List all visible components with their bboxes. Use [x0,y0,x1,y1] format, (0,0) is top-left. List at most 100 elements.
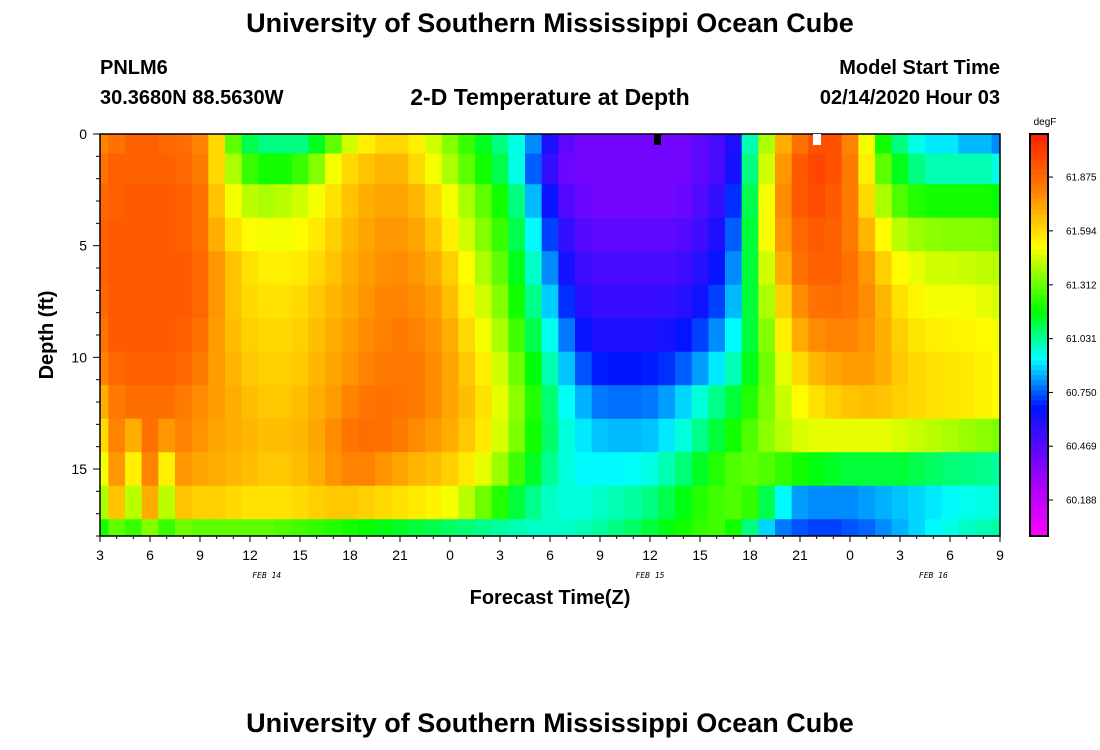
heatmap-cell [875,153,893,185]
heatmap-cell [908,385,926,420]
heatmap-cell [591,134,609,155]
colorbar-cell [1030,495,1048,502]
heatmap-cell [391,153,409,185]
heatmap-cell [191,134,209,155]
heatmap-cell [275,251,293,286]
heatmap-cell [158,418,176,453]
heatmap-cell [525,153,543,185]
heatmap-cell [775,251,793,286]
heatmap-cell [208,418,226,453]
heatmap-cell [958,217,976,252]
colorbar-cell [1030,395,1048,401]
heatmap-cell [925,134,943,155]
x-tick-label: 6 [546,547,554,563]
heatmap-cell [100,351,109,386]
heatmap-cell [308,318,326,353]
heatmap-cell [325,284,343,319]
heatmap-cell [891,184,909,219]
colorbar-cell [1030,189,1048,195]
heatmap-cell [525,485,543,520]
heatmap-cell [100,485,109,520]
heatmap-cell [108,318,126,353]
heatmap-cell [791,385,809,420]
colorbar-cell [1030,530,1048,537]
x-date-label: FEB 16 [919,571,948,580]
heatmap-cell [358,519,376,536]
heatmap-cell [341,153,359,185]
heatmap-cell [658,385,676,420]
heatmap-cell [841,153,859,185]
heatmap-cell [991,318,1000,353]
heatmap-cell [991,452,1000,487]
heatmap-cell [925,284,943,319]
heatmap-cell [475,418,493,453]
heatmap-cell [258,217,276,252]
heatmap-cell [375,418,393,453]
colorbar-cell [1030,204,1048,210]
heatmap-cell [641,184,659,219]
heatmap-cell [358,485,376,520]
heatmap-cell [891,519,909,536]
heatmap-cell [358,351,376,386]
heatmap-cell [175,351,193,386]
heatmap-cell [575,351,593,386]
colorbar-gradient [1030,134,1048,537]
heatmap-cell [225,251,243,286]
heatmap-cell [241,519,259,536]
colorbar-cell [1030,324,1048,331]
heatmap-cell [675,318,693,353]
heatmap-cell [575,153,593,185]
heatmap-cell [341,251,359,286]
heatmap-cell [158,153,176,185]
heatmap-cell [691,153,709,185]
heatmap-cell [175,485,193,520]
heatmap-cell [875,351,893,386]
heatmap-cell [825,284,843,319]
heatmap-cell [591,184,609,219]
heatmap-cell [841,485,859,520]
heatmap-cell [341,418,359,453]
heatmap-cell [375,153,393,185]
colorbar-tick-label: 61.875 [1066,173,1097,184]
heatmap-cell [325,485,343,520]
heatmap-cell [641,318,659,353]
heatmap-cell [508,251,526,286]
heatmap-cell [825,385,843,420]
colorbar-cell [1030,505,1048,512]
model-start-label: Model Start Time [839,57,1000,79]
heatmap-cell [275,134,293,155]
heatmap-cell [275,318,293,353]
heatmap-cell [100,385,109,420]
colorbar-tick-label: 60.469 [1066,442,1097,453]
colorbar-cell [1030,264,1048,271]
heatmap-cell [100,184,109,219]
heatmap-cell [558,318,576,353]
heatmap-cell [975,318,993,353]
heatmap-cell [175,284,193,319]
heatmap-cell [425,284,443,319]
y-tick-label: 0 [79,126,87,142]
heatmap-cell [425,418,443,453]
heatmap-cell [841,519,859,536]
colorbar-cell [1030,154,1048,160]
heatmap-cell [241,385,259,420]
heatmap-cell [241,184,259,219]
heatmap-cell [608,485,626,520]
heatmap-cell [791,134,809,155]
colorbar-cell [1030,199,1048,205]
heatmap-cell [741,318,759,353]
heatmap-cell [941,385,959,420]
heatmap-cell [341,351,359,386]
heatmap-cell [341,217,359,252]
heatmap-cell [141,318,159,353]
heatmap-cell [975,184,993,219]
heatmap-cell [808,452,826,487]
heatmap-cell [341,519,359,536]
colorbar-cell [1030,279,1048,286]
x-tick-label: 12 [642,547,658,563]
heatmap-cell [591,284,609,319]
heatmap-cell [775,485,793,520]
colorbar-tick-label: 61.312 [1066,280,1097,291]
heatmap-cell [358,318,376,353]
heatmap-cell [425,485,443,520]
